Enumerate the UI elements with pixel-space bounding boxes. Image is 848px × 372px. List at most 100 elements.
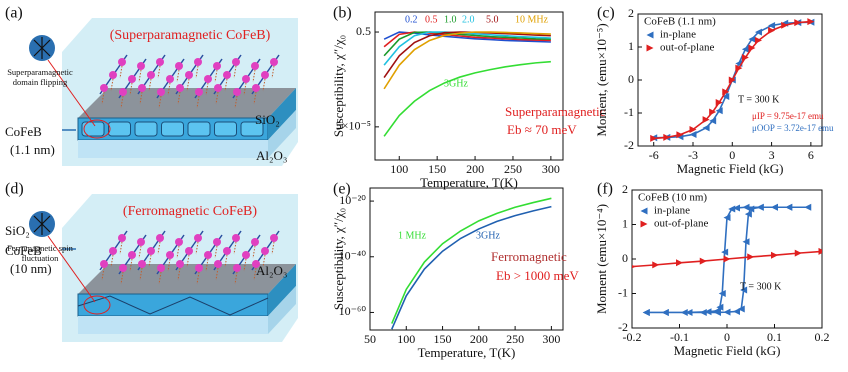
data-point: [714, 307, 721, 315]
series-label: 1 MHz: [398, 230, 427, 241]
x-tick-label: 150: [428, 162, 446, 176]
layer-thickness: (1.1 nm): [10, 142, 55, 157]
data-point: [733, 204, 740, 212]
panel-label: (b): [333, 5, 352, 22]
decoration: [158, 95, 162, 109]
y-tick-label: 0.5: [356, 24, 371, 38]
series-label: 3GHz: [476, 230, 500, 241]
decoration: [214, 69, 218, 83]
data-point: [715, 98, 723, 106]
decoration: [233, 65, 237, 79]
decoration: [196, 271, 200, 285]
decoration: [166, 251, 174, 259]
data-point: [733, 307, 740, 315]
y-tick-label: -2: [624, 138, 634, 152]
decoration: [176, 84, 184, 92]
y-tick-label: 0: [622, 251, 628, 265]
data-point: [676, 131, 684, 139]
series-line: [383, 31, 551, 48]
decoration: [147, 71, 155, 79]
data-point: [709, 108, 717, 116]
illustration-title: (Ferromagnetic CoFeB): [123, 204, 257, 219]
decoration: [196, 95, 200, 109]
data-point: [632, 264, 636, 269]
decoration: [129, 82, 133, 96]
data-point: [699, 308, 707, 316]
decoration: [147, 247, 155, 255]
decoration: [167, 82, 171, 96]
data-point: [768, 27, 776, 34]
decoration: [33, 37, 51, 59]
plot-area: [391, 197, 552, 330]
decoration: [204, 251, 212, 259]
decoration: [157, 241, 161, 255]
annotation: μIP = 9.75e-17 emu: [752, 111, 824, 121]
decoration: [187, 121, 211, 137]
plot-frame: [374, 11, 564, 161]
decoration: [129, 258, 133, 272]
y-axis-label: Susceptibility, χ″/χ₀: [331, 35, 346, 137]
y-tick-label: 1: [628, 39, 634, 53]
annotation: T = 300 K: [738, 94, 780, 105]
decoration: [47, 59, 96, 127]
annotation: Eb > 1000 meV: [496, 268, 579, 283]
x-axis-label: Temperature, T(K): [418, 345, 516, 360]
x-tick-label: -3: [688, 148, 698, 162]
legend-label: in-plane: [654, 205, 690, 217]
decoration: [262, 254, 266, 268]
illustration: (a) (Superparamagnetic CoFeB) Superparamag…: [5, 5, 298, 166]
illustration-note: domain flipping: [13, 77, 68, 87]
decoration: [176, 69, 180, 83]
x-tick-label: -0.2: [623, 330, 642, 344]
data-point: [689, 130, 697, 138]
decoration: [78, 88, 296, 118]
decoration: [101, 267, 105, 281]
layer-label: Al₂O₃: [256, 148, 287, 163]
data-point: [652, 261, 660, 269]
data-point: [744, 210, 752, 218]
data-point: [794, 249, 802, 257]
decoration: [253, 91, 257, 105]
data-point: [804, 203, 812, 211]
x-tick-label: 0: [724, 330, 730, 344]
decoration: [81, 121, 105, 137]
data-point: [740, 286, 748, 294]
decoration: [119, 88, 127, 96]
data-point: [715, 107, 723, 115]
decoration: [194, 234, 202, 242]
decoration: [271, 241, 275, 255]
decoration: [138, 69, 142, 83]
panel-label: (c): [597, 5, 615, 22]
y-tick-label: 1: [622, 216, 628, 230]
data-point: [721, 248, 729, 256]
decoration: [120, 95, 124, 109]
legend-title: CoFeB (1.1 nm): [644, 16, 716, 28]
decoration: [243, 258, 247, 272]
decoration: [252, 245, 256, 259]
data-point: [748, 35, 756, 43]
decoration: [109, 71, 117, 79]
y-tick-label: 10⁻⁶⁰: [339, 304, 367, 318]
decoration: [234, 271, 238, 285]
x-axis-label: Temperature, T(K): [420, 175, 518, 190]
data-point: [728, 76, 736, 84]
y-tick-label: 5×10⁻⁵: [336, 119, 371, 133]
decoration: [134, 121, 158, 137]
x-tick-label: 6: [808, 148, 814, 162]
decoration: [167, 258, 171, 272]
x-tick-label: 200: [470, 332, 488, 346]
x-tick-label: 50: [364, 332, 376, 346]
illustration-note: Superparamagnetic: [7, 67, 73, 77]
panel-label: (a): [5, 5, 23, 22]
decoration: [232, 234, 240, 242]
decoration: [252, 69, 256, 83]
data-point: [699, 257, 707, 265]
data-point: [718, 290, 726, 297]
data-point: [735, 64, 743, 72]
decoration: [100, 84, 108, 92]
plot-area: [383, 31, 551, 137]
series-line: [391, 197, 552, 324]
y-tick-label: 10⁻⁴⁰: [339, 249, 367, 263]
decoration: [195, 88, 203, 96]
x-tick-label: 250: [504, 162, 522, 176]
